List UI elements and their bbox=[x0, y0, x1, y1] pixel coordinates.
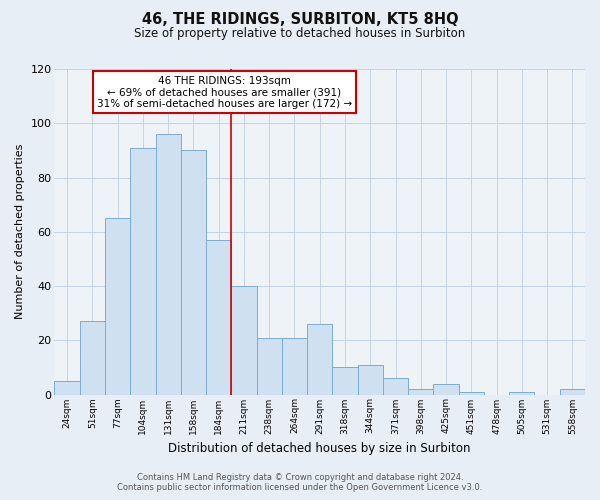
Bar bbox=[257, 338, 282, 394]
Bar bbox=[332, 368, 358, 394]
Bar bbox=[458, 392, 484, 394]
Bar bbox=[282, 338, 307, 394]
X-axis label: Distribution of detached houses by size in Surbiton: Distribution of detached houses by size … bbox=[169, 442, 471, 455]
Bar bbox=[232, 286, 257, 395]
Bar bbox=[433, 384, 458, 394]
Bar bbox=[105, 218, 130, 394]
Bar bbox=[130, 148, 155, 394]
Bar bbox=[383, 378, 408, 394]
Bar bbox=[307, 324, 332, 394]
Bar bbox=[358, 364, 383, 394]
Bar bbox=[80, 322, 105, 394]
Bar bbox=[408, 389, 433, 394]
Text: 46, THE RIDINGS, SURBITON, KT5 8HQ: 46, THE RIDINGS, SURBITON, KT5 8HQ bbox=[142, 12, 458, 28]
Bar bbox=[560, 389, 585, 394]
Text: 46 THE RIDINGS: 193sqm
← 69% of detached houses are smaller (391)
31% of semi-de: 46 THE RIDINGS: 193sqm ← 69% of detached… bbox=[97, 76, 352, 108]
Y-axis label: Number of detached properties: Number of detached properties bbox=[15, 144, 25, 320]
Bar bbox=[206, 240, 232, 394]
Bar bbox=[155, 134, 181, 394]
Bar bbox=[55, 381, 80, 394]
Bar bbox=[181, 150, 206, 394]
Text: Size of property relative to detached houses in Surbiton: Size of property relative to detached ho… bbox=[134, 28, 466, 40]
Bar bbox=[509, 392, 535, 394]
Text: Contains HM Land Registry data © Crown copyright and database right 2024.
Contai: Contains HM Land Registry data © Crown c… bbox=[118, 473, 482, 492]
